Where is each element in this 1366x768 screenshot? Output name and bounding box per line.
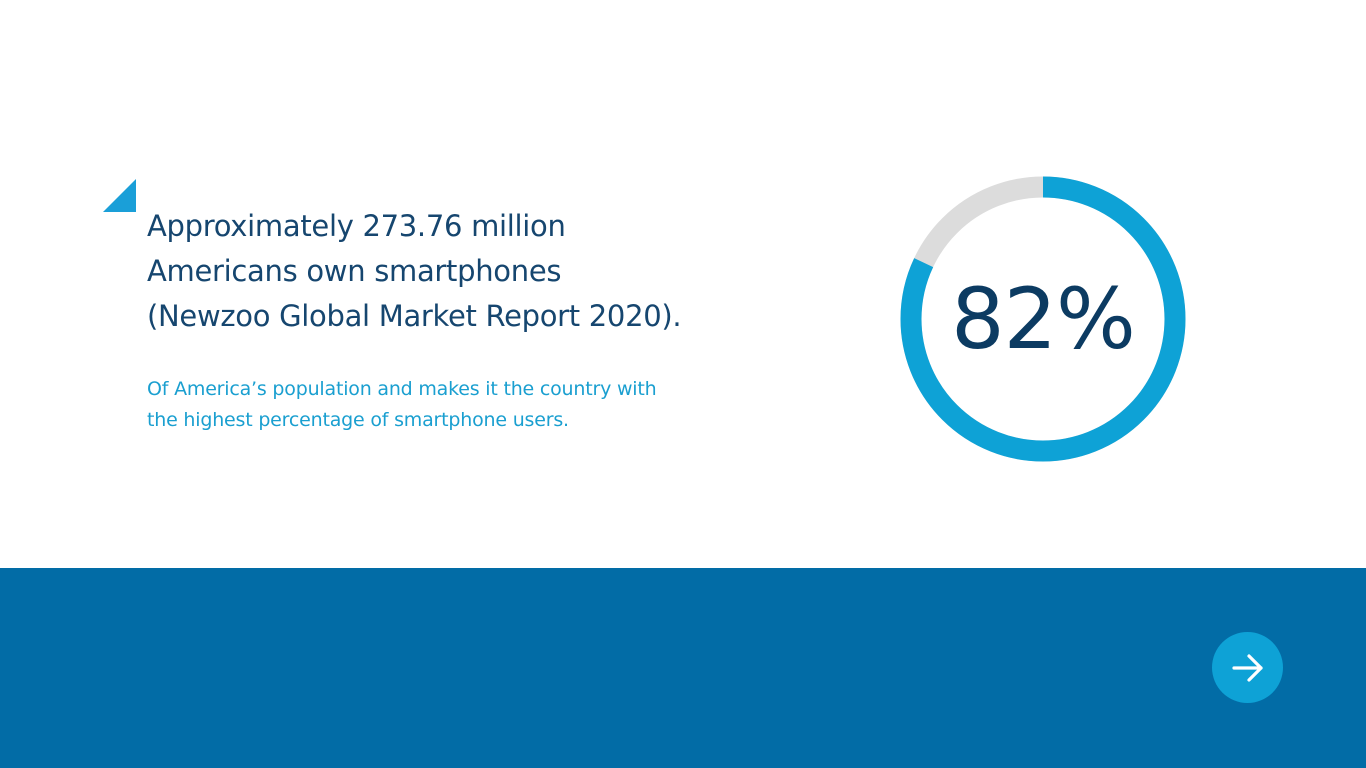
percentage-ring: 82% <box>900 176 1186 462</box>
subtext: Of America’s population and makes it the… <box>147 378 657 431</box>
arrow-right-icon <box>1231 653 1263 682</box>
percentage-value: 82% <box>951 270 1136 368</box>
next-button[interactable] <box>1212 632 1283 703</box>
ring-graphic <box>900 176 1186 462</box>
footer-band <box>0 568 1366 768</box>
ring-progress <box>900 176 1186 462</box>
headline: Approximately 273.76 million Americans o… <box>147 209 682 333</box>
corner-triangle-icon <box>103 179 136 212</box>
content-area: Approximately 273.76 million Americans o… <box>103 176 1186 462</box>
